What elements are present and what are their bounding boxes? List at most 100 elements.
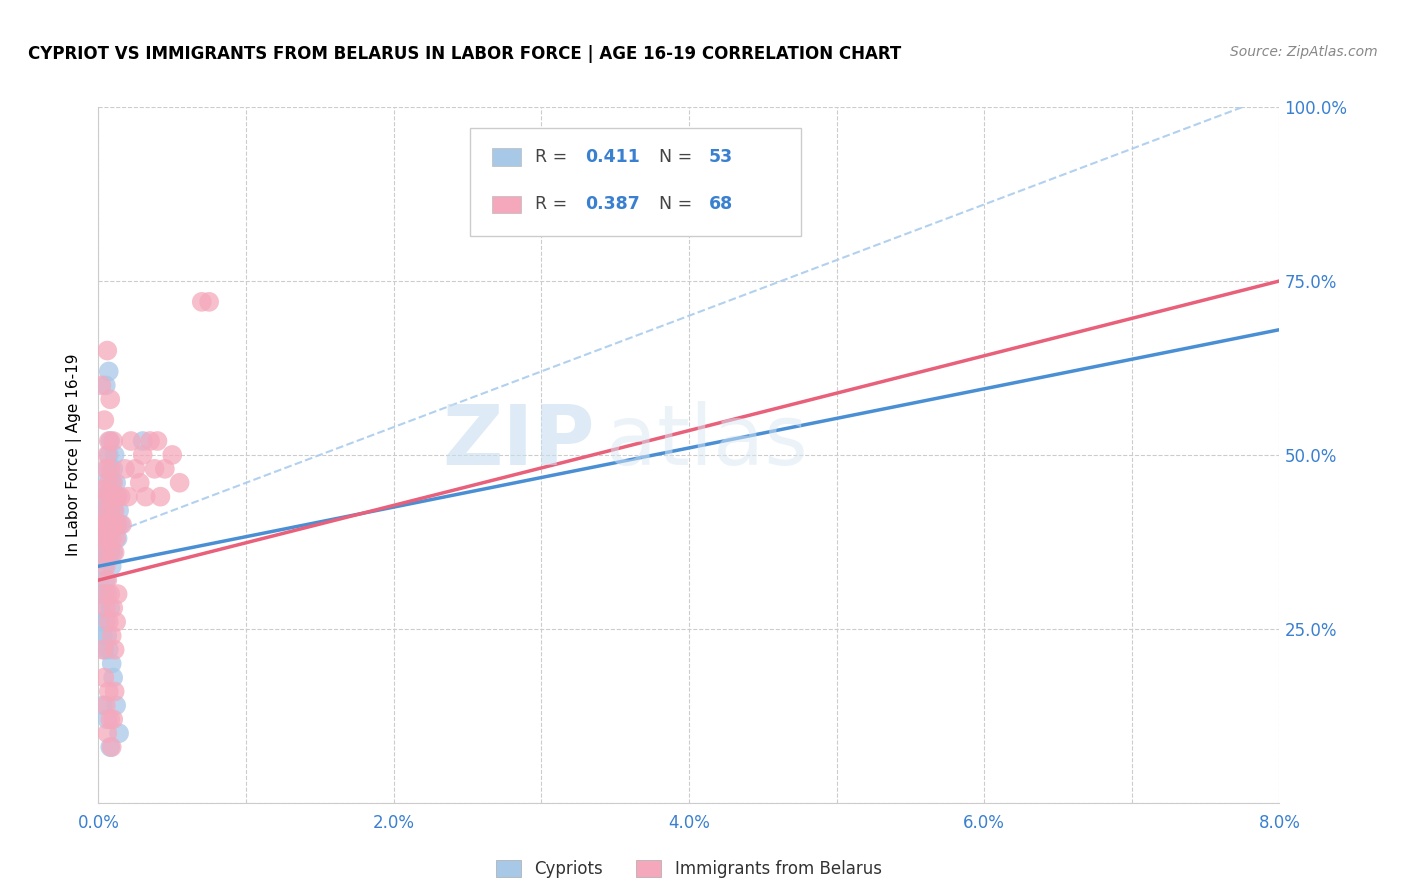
Point xyxy=(198,294,221,309)
Point xyxy=(117,490,139,504)
Point xyxy=(96,343,118,358)
Point xyxy=(97,490,120,504)
Text: 53: 53 xyxy=(709,148,733,166)
Text: N =: N = xyxy=(659,148,699,166)
Point xyxy=(93,587,115,601)
Legend: Cypriots, Immigrants from Belarus: Cypriots, Immigrants from Belarus xyxy=(489,854,889,885)
Point xyxy=(96,545,118,559)
Point xyxy=(104,503,127,517)
Point xyxy=(90,517,112,532)
Point xyxy=(103,462,125,476)
Point xyxy=(100,490,122,504)
Point xyxy=(96,573,118,587)
Point xyxy=(96,532,118,546)
Point xyxy=(96,462,118,476)
Point xyxy=(153,462,176,476)
Point xyxy=(97,517,120,532)
Point xyxy=(90,532,112,546)
Point xyxy=(98,490,121,504)
Point xyxy=(96,587,118,601)
Point xyxy=(104,490,127,504)
Point xyxy=(103,517,125,532)
Text: R =: R = xyxy=(536,148,574,166)
Point xyxy=(94,378,117,392)
Point xyxy=(124,462,146,476)
Point xyxy=(97,615,120,629)
Point xyxy=(110,517,132,532)
Point xyxy=(128,475,150,490)
Point xyxy=(94,698,117,713)
Point xyxy=(135,490,157,504)
Point xyxy=(93,413,115,427)
Text: 0.411: 0.411 xyxy=(585,148,640,166)
Point xyxy=(89,587,111,601)
Point xyxy=(103,503,125,517)
Point xyxy=(96,503,118,517)
Point xyxy=(103,601,125,615)
Point xyxy=(91,698,114,713)
Point xyxy=(105,517,128,532)
Point xyxy=(97,642,120,657)
Point xyxy=(120,434,142,448)
Point xyxy=(98,712,121,726)
Point xyxy=(143,462,166,476)
Text: 0.387: 0.387 xyxy=(585,195,640,213)
Point xyxy=(93,642,115,657)
Point xyxy=(132,434,155,448)
Point xyxy=(94,573,117,587)
Point xyxy=(97,364,120,378)
Point xyxy=(107,490,129,504)
Point xyxy=(149,490,172,504)
Point xyxy=(100,657,122,671)
Point xyxy=(97,475,120,490)
Bar xyxy=(492,195,522,213)
Point xyxy=(94,532,117,546)
Point xyxy=(146,434,169,448)
Point xyxy=(110,490,132,504)
Y-axis label: In Labor Force | Age 16-19: In Labor Force | Age 16-19 xyxy=(66,353,83,557)
Point xyxy=(103,671,125,685)
Point xyxy=(162,448,183,462)
Point xyxy=(91,642,114,657)
Point xyxy=(90,601,112,615)
Point xyxy=(169,475,191,490)
Point xyxy=(98,545,121,559)
Point xyxy=(97,532,120,546)
Point xyxy=(96,490,118,504)
Point xyxy=(91,503,114,517)
Point xyxy=(91,545,114,559)
Point xyxy=(97,448,120,462)
Point xyxy=(108,726,131,740)
Point xyxy=(104,642,127,657)
Point xyxy=(94,601,117,615)
Point xyxy=(97,684,120,698)
Point xyxy=(96,629,118,643)
Point xyxy=(100,475,122,490)
Text: atlas: atlas xyxy=(606,401,808,482)
Point xyxy=(93,490,115,504)
Point xyxy=(100,740,122,755)
Point xyxy=(100,559,122,574)
Point xyxy=(132,448,155,462)
Point xyxy=(103,712,125,726)
Point xyxy=(94,475,117,490)
Point xyxy=(91,483,114,497)
Point xyxy=(96,712,118,726)
Text: ZIP: ZIP xyxy=(441,401,595,482)
Point xyxy=(93,671,115,685)
Point xyxy=(96,448,118,462)
Point xyxy=(103,434,125,448)
FancyBboxPatch shape xyxy=(471,128,801,235)
Text: 68: 68 xyxy=(709,195,734,213)
Point xyxy=(94,559,117,574)
Point xyxy=(98,462,121,476)
Point xyxy=(108,503,131,517)
Point xyxy=(105,475,128,490)
Point xyxy=(100,629,122,643)
Point xyxy=(107,517,129,532)
Point xyxy=(103,545,125,559)
Point xyxy=(94,517,117,532)
Point xyxy=(90,378,112,392)
Point xyxy=(139,434,162,448)
Point xyxy=(89,615,111,629)
